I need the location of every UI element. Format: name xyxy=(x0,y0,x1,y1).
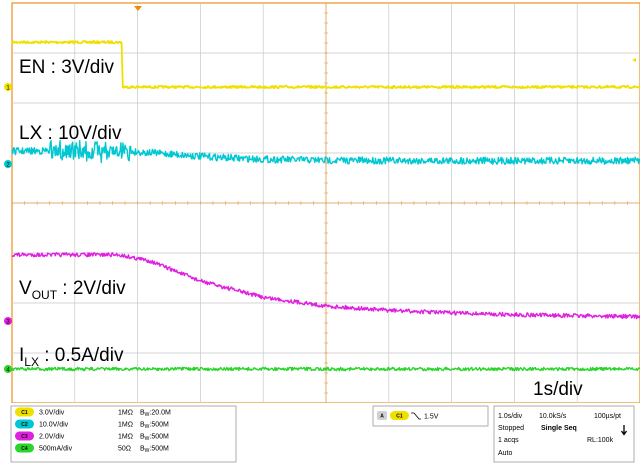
channel-chip-label: C1 xyxy=(21,410,28,416)
channel-2-marker-label: 2 xyxy=(6,163,10,169)
trigger-source-tag: A xyxy=(380,414,384,420)
acq-time-per-point: 100µs/pt xyxy=(594,413,621,420)
trigger-source-tag-bg xyxy=(377,411,387,420)
channel-scale: 2.0V/div xyxy=(39,434,65,441)
vout-trace-label: VOUT : 2V/div xyxy=(19,278,126,302)
acq-sample-rate: 10.0kS/s xyxy=(539,413,567,420)
channel-scale: 3.0V/div xyxy=(39,410,65,417)
channel-1-marker-label: 1 xyxy=(6,86,10,92)
channel-scale: 10.0V/div xyxy=(39,422,69,429)
channel-impedance: 1MΩ xyxy=(118,410,133,417)
trace-lx xyxy=(11,139,640,165)
trigger-panel[interactable]: A C1 1.5V xyxy=(372,405,489,427)
channel-bandwidth: BW:500M xyxy=(140,446,169,455)
acq-mode: Single Seq xyxy=(541,425,577,432)
channel-1-marker: 1 xyxy=(4,83,12,92)
channel-bandwidth: BW:20.0M xyxy=(140,410,171,419)
channel-impedance: 1MΩ xyxy=(118,422,133,429)
channel-chip-label: C4 xyxy=(21,446,28,452)
lx-trace-label: LX : 10V/div xyxy=(19,123,122,144)
trace-ilx xyxy=(11,366,640,372)
acq-trigger-mode: Auto xyxy=(498,450,513,457)
channel-chip-label: C2 xyxy=(21,422,28,428)
channel-chip-label: C3 xyxy=(21,434,28,440)
en-trace-label: EN : 3V/div xyxy=(19,57,115,78)
timebase-label: 1s/div xyxy=(533,379,583,400)
channel-bandwidth: BW:500M xyxy=(140,434,169,443)
acq-record-length: RL:100k xyxy=(587,437,614,444)
trigger-level: 1.5V xyxy=(424,414,439,421)
channel-3-marker-label: 3 xyxy=(6,320,10,326)
channel-4-marker-label: 4 xyxy=(6,368,10,374)
trace-vout xyxy=(11,252,640,320)
channel-2-marker: 2 xyxy=(4,160,12,169)
down-arrow-icon xyxy=(620,425,628,436)
trigger-channel-chip xyxy=(390,411,409,420)
acq-state: Stopped xyxy=(498,425,524,432)
trace-en xyxy=(11,40,640,90)
channel-chip-4[interactable] xyxy=(15,443,34,453)
channel-chip-2[interactable] xyxy=(15,419,34,429)
channel-impedance: 1MΩ xyxy=(118,434,133,441)
channel-bandwidth: BW:500M xyxy=(140,422,169,431)
acq-count: 1 acqs xyxy=(498,437,519,444)
channel-chip-1[interactable] xyxy=(15,407,34,417)
ilx-trace-label: ILX : 0.5A/div xyxy=(19,345,124,369)
falling-edge-icon xyxy=(411,412,421,420)
trigger-channel-chip-label: C1 xyxy=(396,414,403,420)
channel-impedance: 50Ω xyxy=(118,446,131,453)
acquisition-panel[interactable]: 1.0s/div 10.0kS/s 100µs/pt Stopped Singl… xyxy=(493,405,635,463)
status-bar: C1 3.0V/div 1MΩ BW:20.0M C2 10.0V/div 1MΩ BW:50… xyxy=(0,403,640,466)
trigger-level-marker xyxy=(632,58,636,62)
channel-4-marker: 4 xyxy=(4,365,12,374)
channel-3-marker: 3 xyxy=(4,317,12,326)
waveform-traces xyxy=(11,40,640,372)
trigger-position-marker xyxy=(134,6,142,11)
graticule xyxy=(11,2,640,404)
channel-chip-3[interactable] xyxy=(15,431,34,441)
channel-settings-panel[interactable]: C1 3.0V/div 1MΩ BW:20.0M C2 10.0V/div 1MΩ BW:50… xyxy=(10,405,237,463)
channel-scale: 500mA/div xyxy=(39,446,73,453)
acq-timebase: 1.0s/div xyxy=(498,413,523,420)
